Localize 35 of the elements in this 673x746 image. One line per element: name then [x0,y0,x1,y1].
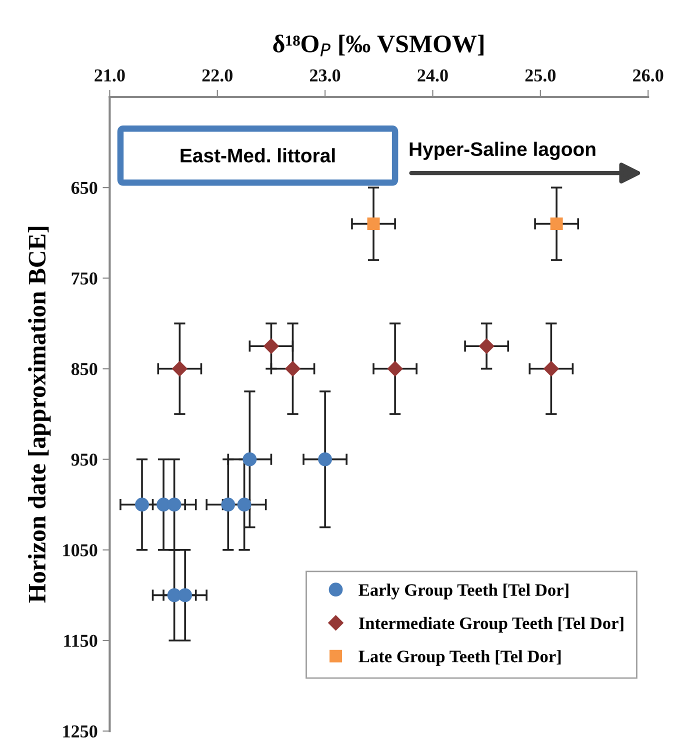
x-tick-label: 24.0 [418,69,448,82]
point [221,498,236,512]
annotation: Hyper-Saline lagoon [410,142,596,160]
x-tick-label: 21.0 [94,69,125,82]
x-tick-label: 22.0 [202,69,232,82]
point [387,361,403,376]
y-tick-label: 850 [71,362,98,376]
point [242,452,257,466]
point [479,338,494,354]
y-tick-label: 650 [71,182,98,194]
point [285,361,300,376]
y-tick-label: 1150 [64,634,98,647]
point [172,361,188,376]
y-tick-label: 950 [71,454,98,466]
point [135,498,149,512]
x-tick-label: 23.0 [310,69,340,82]
point [237,498,252,512]
legend-label: Intermediate Group Teeth [Tel Dor] [358,616,624,633]
point [264,338,279,354]
point [167,498,182,512]
annotation: East-Med. littoral [180,148,335,162]
y-tick-label: 1050 [63,544,98,556]
y-tick-label: 1250 [63,725,98,738]
y-tick-label: 750 [72,272,98,285]
point [318,452,332,466]
legend-label: Early Group Teeth [Tel Dor] [358,584,568,600]
point [367,218,380,230]
x-tick-label: 26.0 [633,69,664,82]
x-tick-label: 25.0 [525,69,556,82]
point [544,361,559,376]
point [550,218,563,230]
point [178,588,192,602]
legend-label: Late Group Teeth [Tel Dor] [358,650,561,666]
y-axis-title: Horizon date [approximation BCE] [28,226,51,603]
x-axis-title: δ¹⁸O$_{P}$ [‰ VSMOW] [273,34,484,56]
